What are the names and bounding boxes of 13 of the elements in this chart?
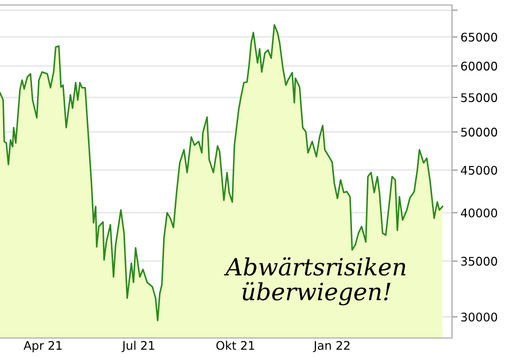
y-tick-label: 55000 [461,93,498,102]
y-tick-label: 40000 [460,208,498,218]
y-tick-label: 45000 [460,166,498,175]
x-tick-label: Okt 21 [216,340,254,350]
x-tick-label: Apr 21 [24,340,62,352]
y-tick-label: 60000 [461,62,498,71]
annotation: Abwärtsrisiken überwiegen! [224,257,406,306]
y-tick-label: 65000 [461,32,498,42]
y-tick-label: 30000 [461,312,498,322]
y-tick-label: 35000 [461,256,498,266]
x-tick-label: Jan 22 [313,340,350,352]
x-tick-label: Jul 21 [122,340,154,352]
y-tick-label: 50000 [461,128,498,137]
